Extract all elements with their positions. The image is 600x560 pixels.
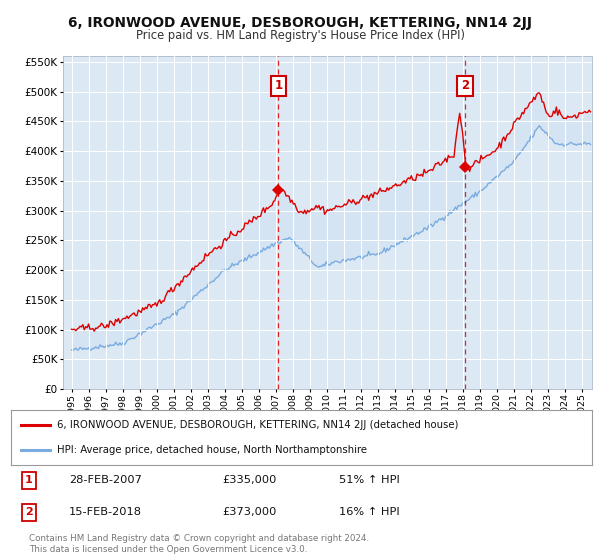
Text: HPI: Average price, detached house, North Northamptonshire: HPI: Average price, detached house, Nort… — [57, 445, 367, 455]
Text: Contains HM Land Registry data © Crown copyright and database right 2024.: Contains HM Land Registry data © Crown c… — [29, 534, 369, 543]
Text: This data is licensed under the Open Government Licence v3.0.: This data is licensed under the Open Gov… — [29, 545, 307, 554]
Text: £373,000: £373,000 — [222, 507, 277, 517]
Text: 28-FEB-2007: 28-FEB-2007 — [69, 475, 142, 486]
Text: 6, IRONWOOD AVENUE, DESBOROUGH, KETTERING, NN14 2JJ: 6, IRONWOOD AVENUE, DESBOROUGH, KETTERIN… — [68, 16, 532, 30]
Text: 1: 1 — [25, 475, 32, 486]
Text: 1: 1 — [274, 80, 283, 92]
Text: 51% ↑ HPI: 51% ↑ HPI — [339, 475, 400, 486]
Text: £335,000: £335,000 — [222, 475, 277, 486]
Text: 2: 2 — [25, 507, 32, 517]
Text: 16% ↑ HPI: 16% ↑ HPI — [339, 507, 400, 517]
Text: 15-FEB-2018: 15-FEB-2018 — [69, 507, 142, 517]
Text: 6, IRONWOOD AVENUE, DESBOROUGH, KETTERING, NN14 2JJ (detached house): 6, IRONWOOD AVENUE, DESBOROUGH, KETTERIN… — [57, 420, 459, 430]
Text: Price paid vs. HM Land Registry's House Price Index (HPI): Price paid vs. HM Land Registry's House … — [136, 29, 464, 42]
Text: 2: 2 — [461, 80, 469, 92]
